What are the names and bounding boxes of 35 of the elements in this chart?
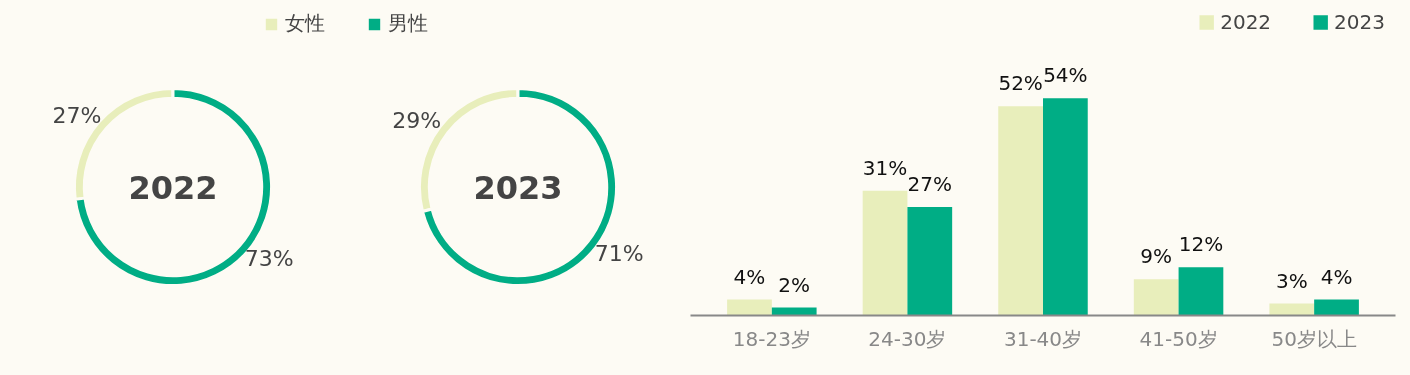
- legend-label: 女性: [285, 10, 325, 37]
- data-label: 27%: [907, 172, 953, 197]
- bar: [771, 307, 817, 316]
- bar: [727, 299, 772, 316]
- data-label: 31%: [862, 155, 908, 180]
- bar: [1314, 299, 1359, 316]
- bar: [907, 206, 953, 316]
- data-label: 4%: [733, 264, 766, 289]
- data-label: 9%: [1140, 244, 1173, 269]
- x-tick-label: 24-30岁: [868, 326, 947, 351]
- x-tick-label: 18-23岁: [732, 326, 811, 351]
- slice-label: 2023: [473, 168, 563, 207]
- data-label: 3%: [1275, 268, 1308, 293]
- data-label: 71%: [594, 240, 644, 266]
- data-label: 12%: [1178, 232, 1224, 257]
- legend-label: 2023: [1334, 10, 1385, 34]
- x-tick-label: 31-40岁: [1003, 326, 1083, 351]
- bar: [1178, 267, 1224, 316]
- data-label: 29%: [392, 108, 442, 134]
- data-label: 2%: [778, 272, 811, 297]
- data-label: 4%: [1320, 264, 1353, 289]
- legend-label: 男性: [388, 10, 428, 37]
- legend-label: 2022: [1220, 10, 1272, 34]
- bar: [862, 190, 908, 316]
- bar: [1269, 303, 1315, 316]
- bar: [1133, 279, 1179, 316]
- x-tick-label: 50岁以上: [1271, 326, 1357, 351]
- data-label: 27%: [52, 103, 102, 129]
- data-label: 52%: [998, 71, 1043, 96]
- data-label: 73%: [244, 245, 294, 271]
- x-tick-label: 41-50岁: [1139, 326, 1218, 351]
- bar: [1043, 98, 1088, 316]
- data-label: 54%: [1043, 63, 1088, 88]
- bar: [998, 106, 1043, 316]
- slice-label: 2022: [128, 168, 218, 207]
